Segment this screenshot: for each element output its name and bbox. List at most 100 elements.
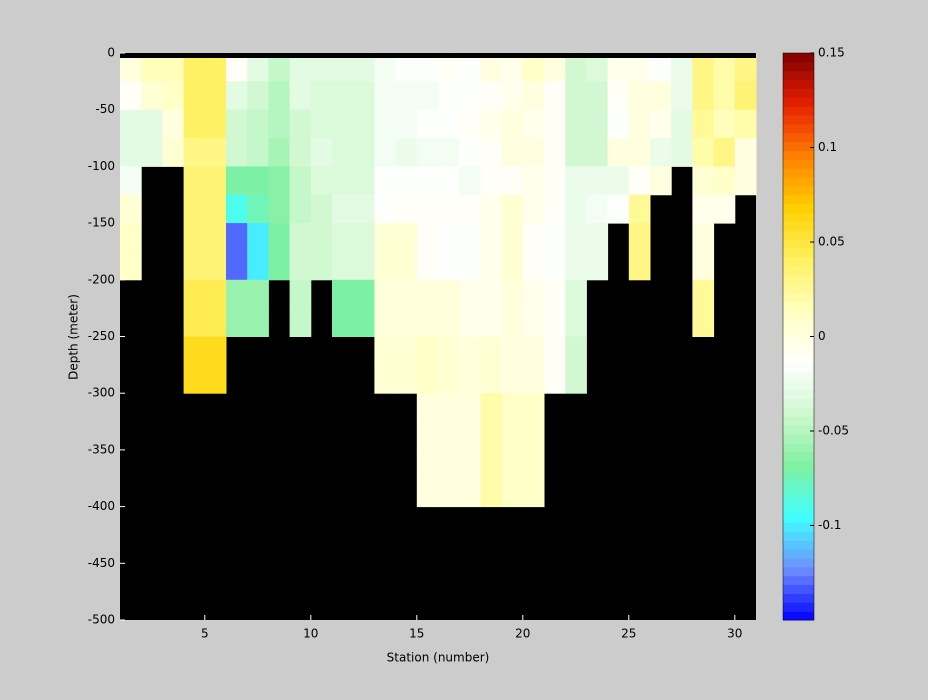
heatmap-cell	[650, 81, 672, 111]
heatmap-cell	[438, 279, 460, 309]
heatmap-cell	[395, 308, 418, 337]
heatmap-cell	[353, 308, 375, 337]
heatmap-cell	[544, 53, 566, 82]
colorbar-step	[783, 460, 814, 470]
heatmap-cell	[438, 138, 460, 167]
heatmap-cell	[544, 364, 566, 394]
heatmap-cell	[204, 109, 227, 139]
heatmap-cell	[438, 109, 460, 139]
heatmap-cell	[438, 393, 460, 423]
heatmap-cell	[353, 251, 375, 281]
heatmap-cell	[459, 109, 481, 139]
heatmap-cell	[459, 393, 481, 423]
heatmap-cell	[289, 81, 312, 111]
heatmap-cell	[395, 53, 418, 82]
heatmap-cell	[586, 166, 609, 196]
x-axis-label: Station (number)	[387, 651, 490, 665]
heatmap-cell	[628, 251, 651, 281]
heatmap-cell	[395, 166, 418, 196]
heatmap-cell	[480, 109, 503, 139]
heatmap-cell	[713, 109, 736, 139]
y-tick-label: -350	[88, 442, 115, 456]
heatmap-cell	[310, 251, 333, 281]
heatmap-cell	[247, 166, 269, 196]
heatmap-cell	[438, 449, 460, 479]
heatmap-cell	[374, 336, 397, 366]
colorbar-step	[783, 97, 814, 107]
heatmap-cell	[544, 279, 566, 309]
heatmap-cell	[586, 53, 609, 82]
colorbar-step	[783, 212, 814, 222]
heatmap-cell	[628, 138, 651, 167]
heatmap-cell	[480, 53, 503, 82]
heatmap-cell	[565, 251, 587, 281]
heatmap-cell	[374, 364, 397, 394]
heatmap-cell	[289, 53, 312, 82]
colorbar-step	[783, 522, 814, 532]
colorbar-step	[783, 292, 814, 302]
heatmap-cell	[692, 251, 715, 281]
heatmap-cell	[120, 81, 142, 111]
heatmap-cell	[310, 53, 333, 82]
heatmap-cell	[374, 194, 397, 224]
heatmap-cell	[247, 279, 269, 309]
heatmap-cell	[395, 279, 418, 309]
heatmap-cell	[501, 251, 524, 281]
heatmap-cell	[120, 109, 142, 139]
heatmap-cell	[459, 478, 481, 508]
colorbar-step	[783, 194, 814, 205]
heatmap-cell	[480, 478, 503, 508]
colorbar-step	[783, 398, 814, 408]
heatmap-cell	[438, 308, 460, 337]
heatmap-cell	[162, 81, 185, 111]
heatmap-cell	[226, 53, 248, 82]
heatmap-cell	[268, 166, 291, 196]
heatmap-cell	[416, 223, 439, 252]
heatmap-cell	[204, 81, 227, 111]
colorbar-step	[783, 274, 814, 284]
heatmap-cell	[226, 166, 248, 196]
x-tick-label: 25	[621, 627, 636, 641]
heatmap-cell	[522, 421, 545, 451]
heatmap-cell	[310, 223, 333, 252]
y-tick-label: -150	[88, 216, 115, 230]
colorbar-step	[783, 380, 814, 391]
heatmap-cell	[565, 53, 587, 82]
heatmap-cell	[268, 251, 291, 281]
heatmap-cell	[438, 251, 460, 281]
heatmap-cell	[183, 308, 206, 337]
y-tick-label: 0	[107, 46, 115, 60]
colorbar-step	[783, 106, 814, 116]
colorbar-tick-label: 0.1	[818, 140, 837, 154]
heatmap-cell	[544, 109, 566, 139]
colorbar-step	[783, 540, 814, 550]
heatmap-cell	[522, 81, 545, 111]
heatmap-cell	[501, 53, 524, 82]
x-tick-label: 30	[727, 627, 742, 641]
heatmap-cell	[289, 109, 312, 139]
heatmap-cell	[692, 166, 715, 196]
colorbar-step	[783, 61, 814, 72]
colorbar-step	[783, 177, 814, 187]
heatmap-cell	[459, 223, 481, 252]
colorbar-step	[783, 425, 814, 435]
heatmap-cell	[459, 53, 481, 82]
colorbar-step	[783, 150, 814, 160]
heatmap-cell	[183, 81, 206, 111]
heatmap-cell	[247, 109, 269, 139]
heatmap-cell	[734, 81, 757, 111]
colorbar-step	[783, 247, 814, 258]
heatmap-cell	[162, 109, 185, 139]
heatmap-cell	[204, 194, 227, 224]
heatmap-cell	[374, 81, 397, 111]
heatmap-cell	[544, 223, 566, 252]
heatmap-cell	[459, 421, 481, 451]
y-tick-label: -300	[88, 386, 115, 400]
colorbar-step	[783, 70, 814, 81]
heatmap-cell	[522, 223, 545, 252]
heatmap-cell	[120, 223, 142, 252]
top-band	[120, 53, 756, 58]
heatmap-cell	[459, 81, 481, 111]
heatmap-cell	[438, 478, 460, 508]
heatmap-cell	[650, 166, 672, 196]
